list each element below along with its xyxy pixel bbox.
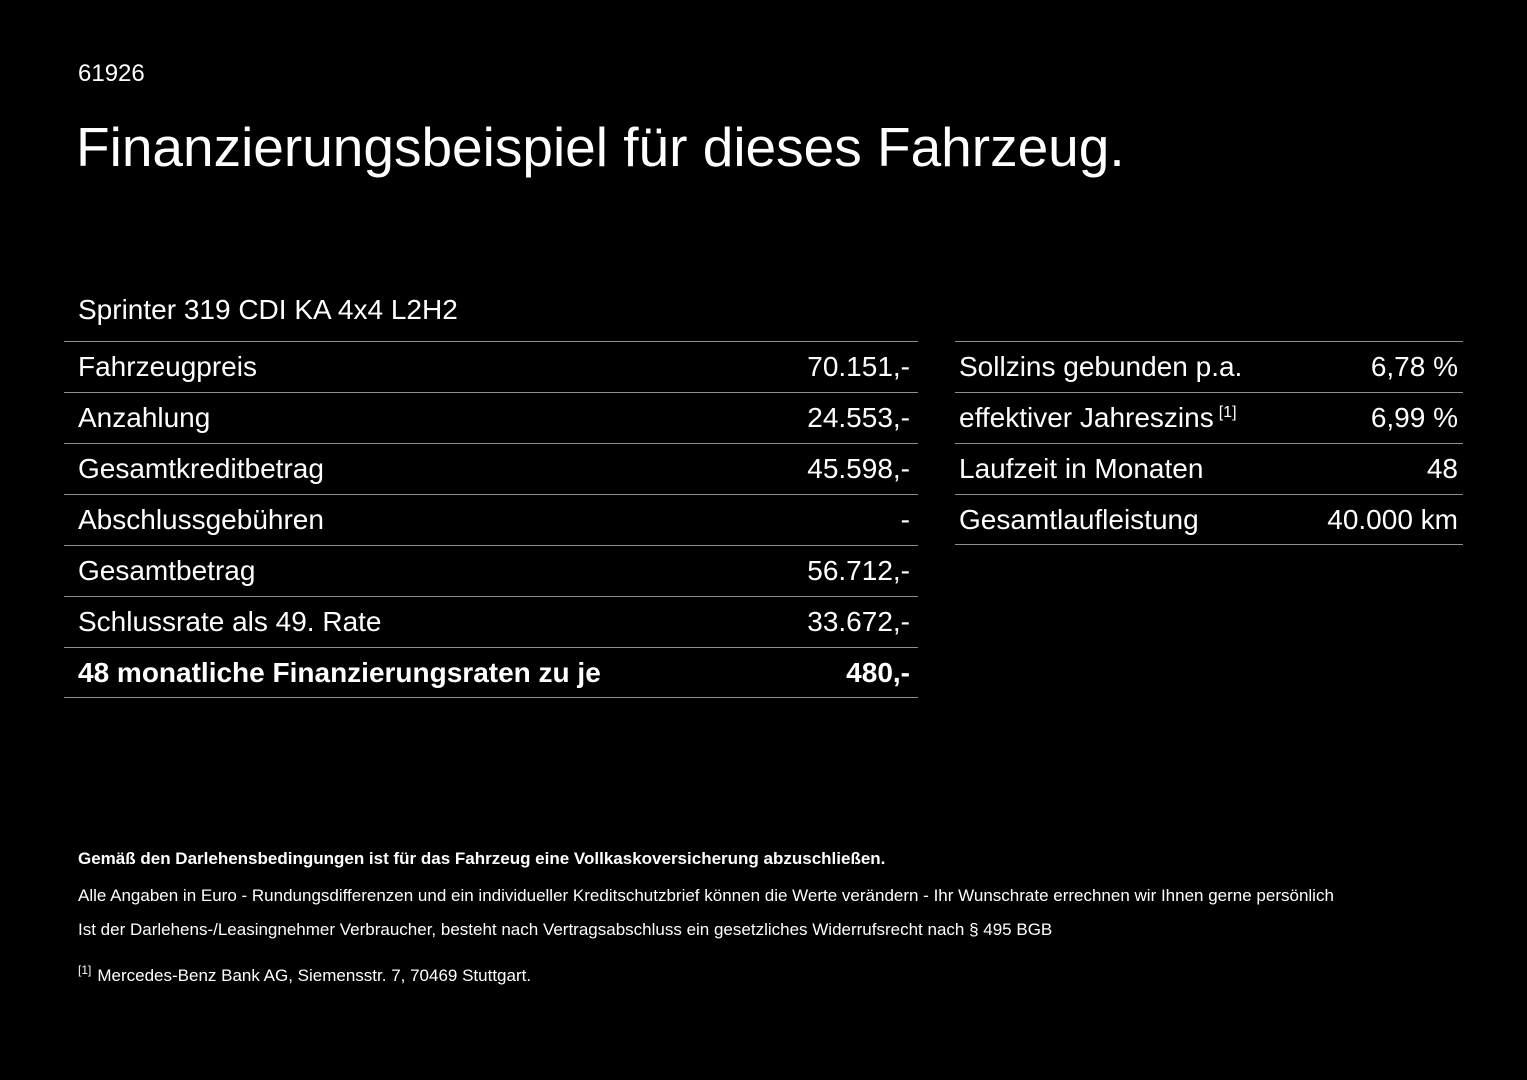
row-label: Fahrzeugpreis — [78, 351, 257, 382]
disclaimer-note-1: Alle Angaben in Euro - Rundungsdifferenz… — [78, 885, 1334, 905]
financing-table-right: Sollzins gebunden p.a. 6,78 % effektiver… — [955, 341, 1463, 545]
disclaimer-note-2: Ist der Darlehens-/Leasingnehmer Verbrau… — [78, 920, 1053, 939]
row-label: Abschlussgebühren — [78, 504, 324, 535]
footer-notes: Gemäß den Darlehensbedingungen ist für d… — [78, 846, 1334, 997]
row-label: Gesamtlaufleistung — [959, 503, 1199, 535]
row-value: 33.672,- — [807, 606, 910, 637]
insurance-note: Gemäß den Darlehensbedingungen ist für d… — [78, 849, 886, 868]
table-row-gesamtkreditbetrag: Gesamtkreditbetrag 45.598,- — [64, 443, 918, 494]
row-label: effektiver Jahreszins [1] — [959, 402, 1237, 433]
table-row-sollzins: Sollzins gebunden p.a. 6,78 % — [955, 341, 1463, 392]
row-value: - — [900, 504, 910, 535]
table-row-fahrzeugpreis: Fahrzeugpreis 70.151,- — [64, 341, 918, 392]
row-label: Schlussrate als 49. Rate — [78, 606, 382, 637]
row-value: 6,99 % — [1370, 402, 1458, 433]
table-row-monatliche-raten: 48 monatliche Finanzierungsraten zu je 4… — [64, 647, 918, 698]
vehicle-model-subtitle: Sprinter 319 CDI KA 4x4 L2H2 — [78, 294, 458, 325]
row-value: 48 — [1426, 453, 1458, 484]
table-row-gesamtbetrag: Gesamtbetrag 56.712,- — [64, 545, 918, 596]
table-row-effektiver-jahreszins: effektiver Jahreszins [1] 6,99 % — [955, 392, 1463, 443]
row-value: 6,78 % — [1370, 351, 1458, 382]
table-row-abschlussgebuehren: Abschlussgebühren - — [64, 494, 918, 545]
table-row-schlussrate: Schlussrate als 49. Rate 33.672,- — [64, 596, 918, 647]
row-value: 24.553,- — [807, 402, 910, 433]
footnote-marker: [1] — [78, 962, 92, 977]
document-id: 61926 — [78, 60, 145, 87]
row-value: 56.712,- — [807, 555, 910, 586]
table-row-laufzeit: Laufzeit in Monaten 48 — [955, 443, 1463, 494]
row-label: Gesamtbetrag — [78, 555, 256, 586]
row-value: 40.000 km — [1327, 503, 1458, 535]
row-value: 70.151,- — [807, 351, 910, 382]
row-label: 48 monatliche Finanzierungsraten zu je — [78, 656, 601, 688]
row-label: Anzahlung — [78, 402, 211, 433]
financing-table-left: Fahrzeugpreis 70.151,- Anzahlung 24.553,… — [64, 341, 918, 698]
bank-footnote: [1] Mercedes-Benz Bank AG, Siemensstr. 7,… — [78, 963, 1334, 989]
page-title: Finanzierungsbeispiel für dieses Fahrzeu… — [76, 116, 1125, 178]
table-row-gesamtlaufleistung: Gesamtlaufleistung 40.000 km — [955, 494, 1463, 545]
row-value: 480,- — [846, 656, 910, 688]
table-row-anzahlung: Anzahlung 24.553,- — [64, 392, 918, 443]
row-label: Sollzins gebunden p.a. — [959, 351, 1243, 382]
footnote-ref: [1] — [1218, 403, 1237, 421]
row-label: Laufzeit in Monaten — [959, 453, 1204, 484]
row-label: Gesamtkreditbetrag — [78, 453, 324, 484]
footnote-text: Mercedes-Benz Bank AG, Siemensstr. 7, 70… — [97, 965, 532, 985]
row-value: 45.598,- — [807, 453, 910, 484]
